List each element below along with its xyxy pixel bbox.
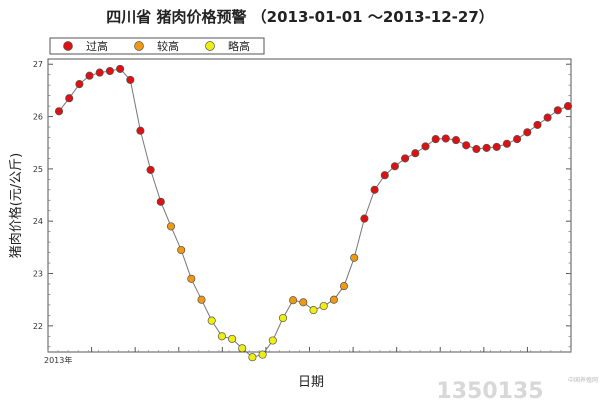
data-point bbox=[278, 313, 288, 323]
data-point bbox=[156, 197, 165, 206]
data-point bbox=[533, 120, 542, 129]
data-point bbox=[390, 162, 399, 171]
y-tick-label: 27 bbox=[33, 60, 43, 69]
watermark-logo: 1350135 bbox=[436, 379, 543, 400]
data-point bbox=[217, 332, 226, 341]
data-point bbox=[523, 128, 532, 137]
data-point bbox=[319, 301, 328, 311]
y-axis: 22 23 24 25 26 27 bbox=[33, 60, 571, 348]
data-point bbox=[258, 350, 267, 359]
y-tick-label: 24 bbox=[33, 217, 43, 226]
data-point bbox=[238, 344, 247, 353]
data-point bbox=[116, 64, 125, 73]
data-point bbox=[289, 296, 298, 305]
data-point bbox=[95, 68, 104, 77]
data-point bbox=[339, 282, 349, 291]
y-axis-label: 猪肉价格(元/公斤) bbox=[8, 153, 24, 259]
data-point bbox=[166, 222, 176, 231]
data-point bbox=[543, 113, 552, 122]
data-point bbox=[462, 141, 471, 150]
data-point bbox=[492, 142, 501, 151]
data-point bbox=[513, 135, 522, 144]
plot-frame bbox=[47, 58, 572, 353]
data-point bbox=[451, 136, 461, 145]
data-point bbox=[370, 185, 379, 194]
data-point bbox=[105, 66, 114, 76]
legend-label-medium: 较高 bbox=[157, 39, 179, 53]
data-point bbox=[228, 334, 237, 343]
legend-marker-high bbox=[63, 41, 73, 51]
data-point bbox=[248, 353, 257, 362]
x-tick-label: 2013年 bbox=[44, 355, 72, 365]
data-point bbox=[136, 126, 145, 135]
data-point bbox=[126, 75, 135, 84]
data-point bbox=[411, 149, 420, 158]
data-point bbox=[502, 139, 511, 148]
data-point bbox=[187, 274, 196, 283]
y-tick-label: 25 bbox=[33, 165, 43, 174]
data-point bbox=[472, 144, 481, 154]
data-point bbox=[350, 253, 359, 262]
data-point bbox=[329, 295, 338, 304]
data-point bbox=[146, 165, 155, 174]
data-point bbox=[401, 154, 410, 163]
data-point bbox=[482, 143, 491, 152]
legend-label-high: 过高 bbox=[86, 39, 108, 53]
data-point bbox=[309, 306, 318, 315]
legend: 过高 较高 略高 bbox=[49, 37, 265, 55]
data-point bbox=[65, 94, 74, 103]
data-points bbox=[54, 64, 573, 362]
legend-label-low: 略高 bbox=[228, 39, 250, 53]
data-point bbox=[54, 107, 64, 116]
data-point bbox=[380, 171, 389, 180]
legend-marker-low bbox=[205, 41, 215, 51]
data-point bbox=[268, 336, 277, 345]
data-point bbox=[421, 142, 430, 151]
x-axis: 2013年 bbox=[44, 347, 572, 365]
y-tick-label: 26 bbox=[33, 113, 43, 122]
watermark-caption: 中国养殖网 bbox=[568, 376, 598, 384]
data-point bbox=[75, 80, 84, 89]
data-point bbox=[360, 214, 369, 223]
data-point bbox=[177, 245, 186, 255]
y-tick-label: 22 bbox=[33, 322, 43, 331]
y-tick-label: 23 bbox=[33, 270, 43, 279]
legend-marker-medium bbox=[134, 41, 144, 51]
data-point bbox=[553, 106, 562, 115]
data-point bbox=[85, 71, 94, 80]
data-point bbox=[197, 295, 206, 304]
data-point bbox=[441, 134, 450, 143]
data-point bbox=[563, 102, 573, 111]
data-point bbox=[207, 316, 216, 325]
chart-title: 四川省 猪肉价格预警 （2013-01-01 ～2013-12-27） bbox=[106, 8, 494, 26]
data-point bbox=[299, 298, 308, 307]
data-point bbox=[431, 135, 440, 144]
x-axis-label: 日期 bbox=[298, 375, 324, 390]
